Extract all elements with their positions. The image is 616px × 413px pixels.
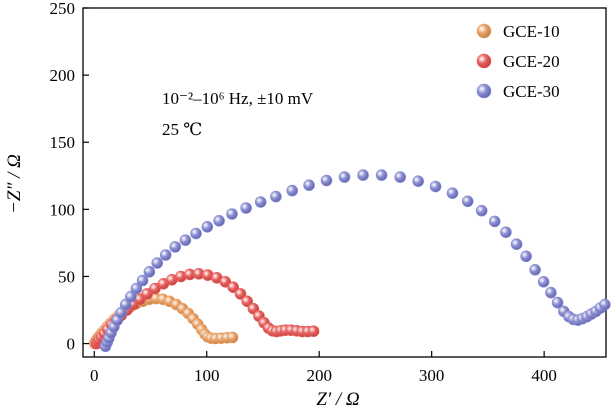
data-point — [234, 288, 247, 300]
data-point — [551, 296, 564, 309]
data-point — [213, 215, 225, 227]
legend-marker — [476, 53, 492, 69]
data-point — [488, 215, 501, 228]
data-point — [254, 196, 267, 208]
data-point — [599, 298, 611, 311]
x-tick-label: 100 — [194, 366, 220, 385]
data-point — [461, 195, 474, 208]
data-point — [151, 257, 163, 269]
x-tick-label: 200 — [306, 366, 332, 385]
data-point — [136, 274, 149, 287]
data-point — [307, 325, 320, 338]
y-tick-label: 50 — [58, 267, 75, 286]
data-point — [270, 190, 282, 203]
data-point — [125, 290, 137, 303]
legend-marker — [476, 83, 492, 99]
data-point — [446, 187, 459, 199]
y-tick-label: 0 — [67, 335, 76, 354]
data-point — [143, 265, 156, 278]
data-point — [545, 286, 557, 299]
x-tick-label: 400 — [531, 366, 557, 385]
y-axis-ticks: 0 50 100 150 200 250 — [50, 0, 89, 354]
data-point — [375, 169, 388, 181]
data-point — [159, 249, 172, 261]
y-tick-label: 250 — [50, 0, 76, 18]
x-axis-ticks: 0 100 200 300 400 — [90, 351, 557, 385]
data-point — [338, 171, 351, 183]
data-point — [240, 202, 252, 214]
data-point — [320, 174, 333, 187]
annotation-temperature: 25 ℃ — [162, 120, 202, 139]
data-point — [179, 234, 192, 246]
y-tick-label: 150 — [50, 133, 76, 152]
legend-marker — [476, 23, 492, 39]
legend-label: GCE-10 — [503, 22, 560, 41]
data-point — [529, 263, 541, 276]
data-point — [394, 171, 407, 183]
data-point — [201, 221, 214, 233]
data-point — [169, 241, 181, 253]
x-tick-label: 0 — [90, 366, 99, 385]
data-point — [130, 282, 143, 295]
data-point — [227, 281, 239, 294]
data-point — [357, 169, 369, 181]
data-point — [510, 238, 523, 250]
data-point — [429, 180, 442, 193]
data-point — [500, 226, 512, 238]
legend-label: GCE-30 — [503, 82, 560, 101]
data-point — [303, 179, 315, 191]
x-axis-title: Z′ / Ω — [316, 389, 360, 410]
series-gce-30 — [99, 169, 611, 353]
legend-label: GCE-20 — [503, 52, 560, 71]
data-point — [475, 204, 488, 217]
data-point — [226, 331, 239, 344]
data-point — [412, 175, 425, 187]
legend: GCE-10 GCE-20 GCE-30 — [476, 22, 560, 101]
y-tick-label: 200 — [50, 66, 76, 85]
y-axis-title: −Z″ / Ω — [4, 154, 25, 214]
x-tick-label: 300 — [419, 366, 445, 385]
data-point — [537, 275, 550, 288]
data-points — [89, 169, 611, 353]
data-point — [520, 250, 532, 263]
y-tick-label: 100 — [50, 200, 76, 219]
data-point — [226, 208, 238, 220]
data-point — [286, 184, 299, 197]
data-point — [190, 227, 202, 240]
plot-frame — [82, 7, 607, 358]
annotation-frequency: 10⁻²–10⁶ Hz, ±10 mV — [162, 89, 314, 108]
